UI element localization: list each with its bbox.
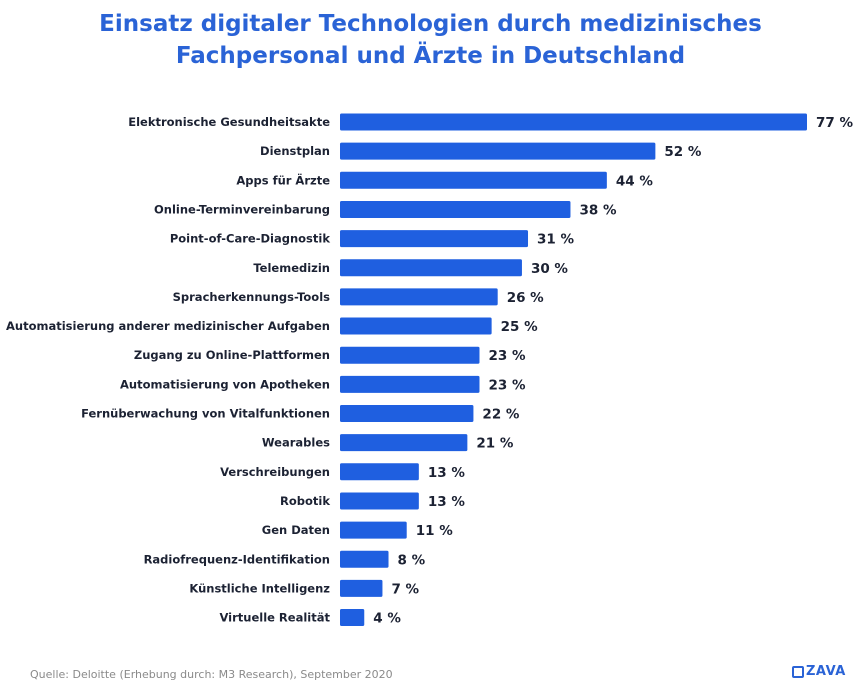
category-label: Virtuelle Realität — [219, 611, 330, 625]
bar — [340, 317, 492, 335]
category-label: Wearables — [262, 436, 330, 450]
category-label: Telemedizin — [253, 261, 330, 275]
bar — [340, 230, 529, 248]
value-label: 30 % — [531, 261, 568, 277]
value-label: 38 % — [579, 202, 616, 218]
bar — [340, 521, 407, 539]
bar — [340, 142, 656, 160]
value-label: 21 % — [476, 436, 513, 452]
bar — [340, 171, 607, 189]
category-label: Apps für Ärzte — [236, 172, 330, 187]
value-label: 13 % — [428, 465, 465, 481]
value-label: 77 % — [816, 115, 853, 131]
chart-title: Einsatz digitaler Technologien durch med… — [0, 8, 861, 72]
category-label: Verschreibungen — [220, 465, 330, 479]
category-label: Automatisierung von Apotheken — [120, 377, 330, 391]
value-label: 11 % — [416, 523, 453, 539]
value-label: 8 % — [398, 552, 426, 568]
category-label: Fernüberwachung von Vitalfunktionen — [81, 407, 330, 421]
bar — [340, 492, 419, 510]
bar — [340, 113, 807, 131]
value-label: 44 % — [616, 173, 653, 189]
category-label: Dienstplan — [260, 144, 330, 158]
value-label: 26 % — [507, 290, 544, 306]
category-label: Automatisierung anderer medizinischer Au… — [6, 319, 330, 333]
category-label: Point-of-Care-Diagnostik — [170, 232, 330, 246]
value-label: 25 % — [501, 319, 538, 335]
value-label: 23 % — [488, 377, 525, 393]
bar — [340, 288, 498, 306]
category-label: Radiofrequenz-Identifikation — [144, 552, 330, 566]
bar — [340, 405, 474, 422]
value-label: 31 % — [537, 232, 574, 248]
bar — [340, 463, 419, 481]
value-label: 4 % — [373, 611, 401, 627]
category-label: Gen Daten — [262, 523, 330, 537]
bar — [340, 579, 383, 597]
zava-logo: ZAVA — [792, 664, 846, 679]
value-label: 7 % — [391, 581, 419, 597]
bar — [340, 259, 522, 277]
bar — [340, 375, 480, 393]
bar — [340, 609, 365, 627]
bar — [340, 200, 571, 218]
bar — [340, 434, 468, 452]
bar — [340, 346, 480, 364]
value-label: 13 % — [428, 494, 465, 510]
category-label: Online-Terminvereinbarung — [154, 202, 330, 216]
category-label: Zugang zu Online-Plattformen — [134, 348, 330, 362]
chart-title-line-2: Fachpersonal und Ärzte in Deutschland — [175, 43, 686, 69]
logo-text: ZAVA — [806, 664, 846, 679]
category-label: Künstliche Intelligenz — [189, 581, 330, 595]
value-label: 52 % — [664, 144, 701, 160]
category-label: Spracherkennungs-Tools — [173, 290, 331, 304]
source-note: Quelle: Deloitte (Erhebung durch: M3 Res… — [30, 668, 393, 681]
value-label: 22 % — [482, 407, 519, 423]
bar — [340, 550, 389, 568]
chart-title-line-1: Einsatz digitaler Technologien durch med… — [99, 11, 762, 37]
value-label: 23 % — [488, 348, 525, 364]
category-label: Elektronische Gesundheitsakte — [128, 115, 330, 129]
category-label: Robotik — [280, 494, 330, 508]
logo-mark-icon — [792, 665, 804, 678]
